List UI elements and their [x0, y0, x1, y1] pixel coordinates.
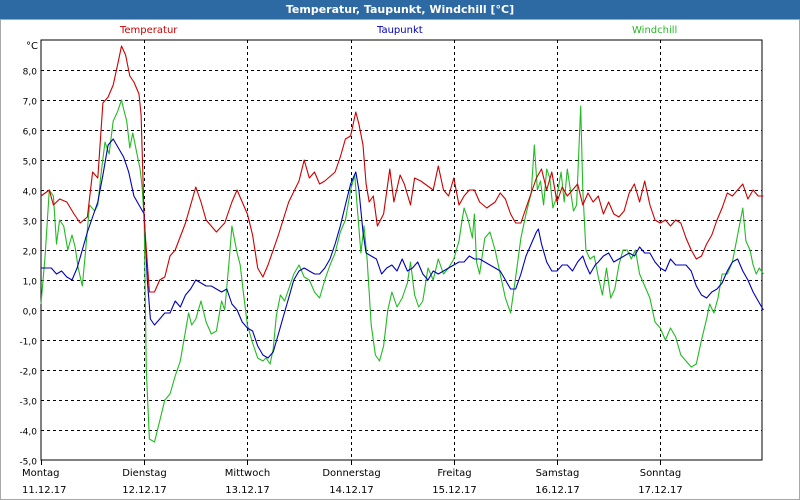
y-tick-label: -1,0	[19, 338, 37, 348]
y-tick-label: 3,0	[23, 218, 38, 228]
x-tick-label-day: Samstag	[536, 468, 580, 479]
y-tick-label: 4,0	[23, 188, 38, 198]
y-tick-label: 6,0	[23, 128, 38, 138]
y-unit-label: °C	[26, 41, 38, 52]
x-tick-label-day: Sonntag	[640, 468, 682, 479]
y-tick-label: -5,0	[19, 458, 37, 468]
chart-title-bar: Temperatur, Taupunkt, Windchill [°C]	[0, 0, 800, 19]
x-tick-label-day: Donnerstag	[322, 468, 380, 479]
x-tick-label-date: 17.12.17	[638, 485, 683, 496]
x-tick-label-date: 12.12.17	[122, 485, 167, 496]
x-tick-label-day: Freitag	[437, 468, 471, 479]
y-tick-label: 8,0	[23, 68, 38, 78]
y-tick-label: 5,0	[23, 158, 38, 168]
x-tick-label-date: 11.12.17	[22, 485, 67, 496]
y-tick-label: -4,0	[19, 428, 37, 438]
y-tick-label: 2,0	[23, 248, 38, 258]
x-tick-label-date: 14.12.17	[329, 485, 374, 496]
legend-temperatur: Temperatur	[120, 25, 178, 36]
x-tick-label-date: 16.12.17	[535, 485, 580, 496]
legend-taupunkt: Taupunkt	[377, 25, 423, 36]
y-tick-label: -2,0	[19, 368, 37, 378]
legend-windchill: Windchill	[632, 25, 678, 36]
series-line-windchill	[40, 99, 764, 443]
series-line-temperatur	[40, 45, 764, 293]
y-tick-label: 1,0	[23, 278, 38, 288]
chart-title: Temperatur, Taupunkt, Windchill [°C]	[285, 3, 515, 16]
y-tick-label: 7,0	[23, 98, 38, 108]
series-line-taupunkt	[41, 138, 764, 359]
x-tick-label-date: 13.12.17	[225, 485, 270, 496]
y-tick-label: -3,0	[19, 398, 37, 408]
x-tick-label-day: Montag	[22, 468, 59, 479]
x-tick-label-date: 15.12.17	[432, 485, 477, 496]
x-tick-label-day: Mittwoch	[225, 468, 270, 479]
y-tick-label: 0,0	[23, 308, 38, 318]
x-tick-label-day: Dienstag	[122, 468, 167, 479]
